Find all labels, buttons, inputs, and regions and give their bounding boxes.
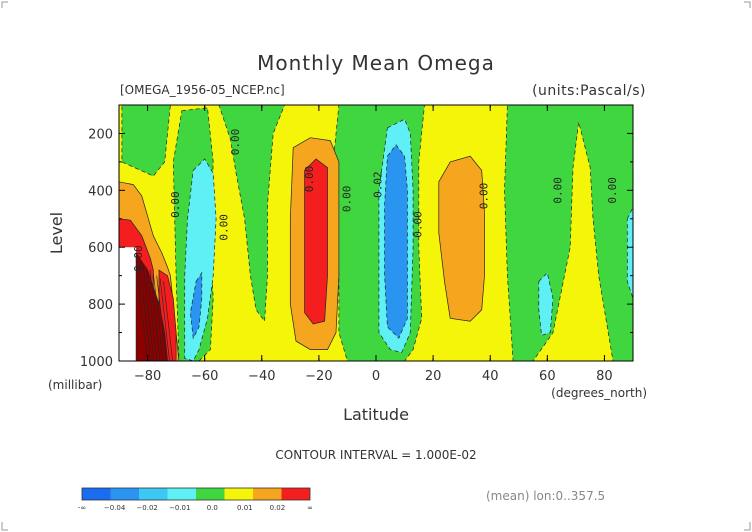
contour-region-17 xyxy=(190,271,203,340)
dense-contour-line xyxy=(159,278,170,361)
contour-region-3 xyxy=(218,105,285,323)
legend-swatch xyxy=(167,488,196,500)
legend-tick-label: 0.01 xyxy=(237,504,253,512)
y-tick-label: 1000 xyxy=(80,355,113,370)
legend-swatch xyxy=(139,488,168,500)
legend-tick-label: -∞ xyxy=(78,504,86,512)
contour-interval-label: CONTOUR INTERVAL = 1.000E-02 xyxy=(275,448,476,462)
contour-region-1 xyxy=(121,105,171,177)
x-tick-label: −20 xyxy=(305,369,332,384)
units-label: (units:Pascal/s) xyxy=(532,83,646,99)
x-axis-label: Latitude xyxy=(343,405,409,424)
x-tick-label: 0 xyxy=(372,369,380,384)
x-tick-label: 80 xyxy=(596,369,613,384)
x-tick-label: −80 xyxy=(134,369,161,384)
contour-label: 0.00 xyxy=(218,214,231,241)
contour-region-14 xyxy=(538,272,554,336)
contour-label-layer: 0.00 0.00 0.00 0.00 0.00 0.02 0.00 0.00 0.00 0.00… xyxy=(132,129,619,272)
averaging-label: (mean) lon:0..357.5 xyxy=(486,489,605,503)
contour-label: 0.00 xyxy=(477,183,490,210)
contour-region-5 xyxy=(504,105,633,361)
legend-tick-label: 0.02 xyxy=(270,504,286,512)
y-units-label: (millibar) xyxy=(48,378,102,392)
dense-contour-line xyxy=(135,258,148,361)
contour-label: 0.00 xyxy=(412,211,425,238)
dense-contour-line xyxy=(139,261,151,361)
y-axis-label: Level xyxy=(47,212,66,254)
contour-line-layer xyxy=(135,258,173,361)
dense-contour-line xyxy=(142,264,155,361)
x-units-label: (degrees_north) xyxy=(551,386,647,400)
contour-label: 0.00 xyxy=(229,129,242,156)
y-tick-label: 400 xyxy=(88,184,113,199)
contour-label: 0.00 xyxy=(303,166,316,193)
file-label: [OMEGA_1956-05_NCEP.nc] xyxy=(120,83,285,97)
legend-swatch xyxy=(224,488,253,500)
contour-region-11 xyxy=(304,158,328,325)
dense-contour-line xyxy=(146,267,158,361)
legend-swatch xyxy=(110,488,139,500)
contour-fill-layer xyxy=(119,105,633,361)
contour-region-16 xyxy=(384,144,408,339)
legend-tick-label: −0.04 xyxy=(104,504,126,512)
contour-label: 0.00 xyxy=(340,186,353,213)
x-tick-label: −40 xyxy=(248,369,275,384)
dense-contour-line xyxy=(156,275,167,361)
contour-region-19 xyxy=(135,251,168,361)
legend-frame xyxy=(81,487,311,501)
x-tick-label: −60 xyxy=(191,369,218,384)
legend-tick-label: −0.02 xyxy=(136,504,157,512)
contour-label: 0.02 xyxy=(372,171,385,198)
x-tick-label: 60 xyxy=(539,369,556,384)
y-tick-label: 600 xyxy=(88,241,113,256)
contour-region-8 xyxy=(438,155,485,322)
contour-label: 0.00 xyxy=(132,245,145,272)
contour-label: 0.00 xyxy=(606,177,619,204)
contour-label: 0.00 xyxy=(552,177,565,204)
legend-tick-label: ∞ xyxy=(307,504,313,512)
contour-region-18 xyxy=(119,247,137,361)
dense-contour-line xyxy=(152,272,164,361)
dense-contour-line xyxy=(163,281,173,361)
contour-label: 0.00 xyxy=(169,191,182,218)
x-tick-label: 20 xyxy=(425,369,442,384)
legend-tick-label: −0.01 xyxy=(169,504,190,512)
y-axis: 200 400 600 800 1000 xyxy=(80,104,633,370)
color-legend: -∞ −0.04 −0.02 −0.01 0.0 0.01 0.02 ∞ xyxy=(78,487,313,512)
y-tick-label: 200 xyxy=(88,127,113,142)
legend-swatch xyxy=(82,488,111,500)
legend-swatch xyxy=(281,488,310,500)
legend-tick-label: 0.0 xyxy=(207,504,218,512)
dense-contour-line xyxy=(149,269,161,361)
y-tick-label: 800 xyxy=(88,298,113,313)
x-tick-label: 40 xyxy=(482,369,499,384)
legend-swatch xyxy=(253,488,282,500)
x-axis: −80 −60 −40 −20 0 20 40 60 80 xyxy=(134,105,613,384)
legend-swatch xyxy=(196,488,225,500)
chart-title: Monthly Mean Omega xyxy=(257,51,495,75)
